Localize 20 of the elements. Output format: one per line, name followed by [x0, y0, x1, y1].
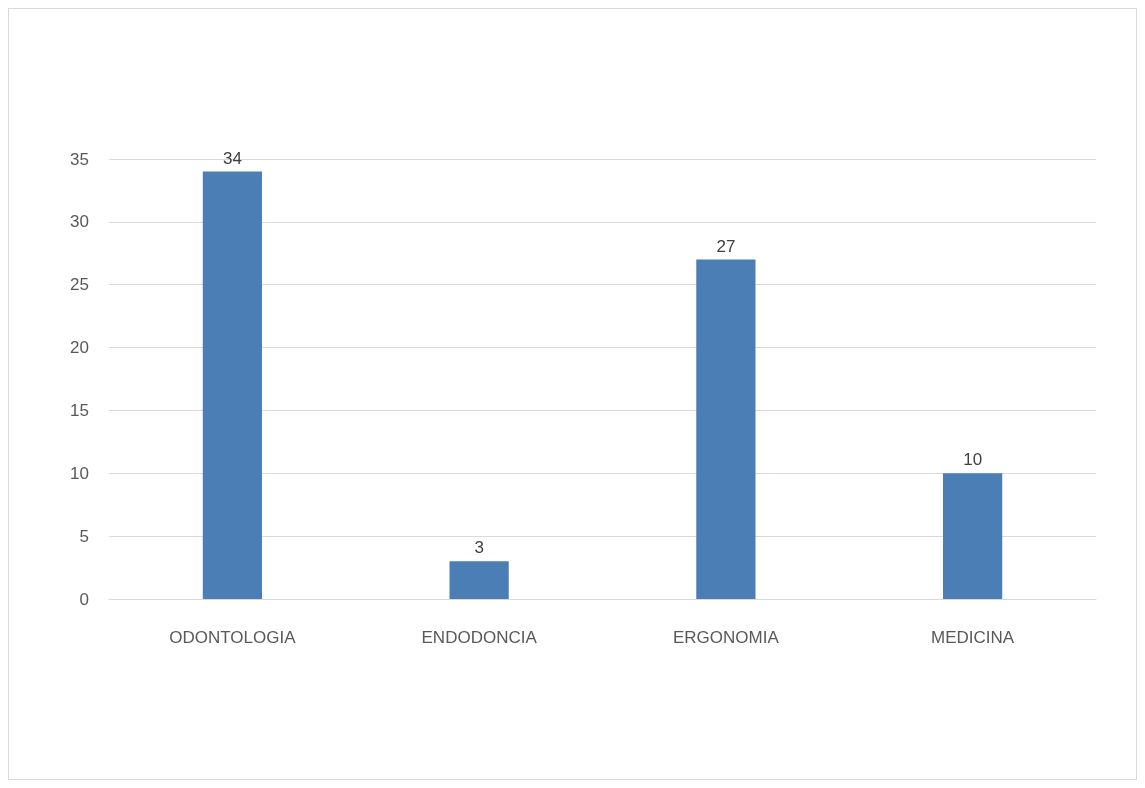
- y-tick-label: 30: [70, 212, 89, 232]
- x-tick-label: ENDODONCIA: [421, 628, 538, 647]
- y-tick-label: 20: [70, 338, 89, 358]
- data-label: 34: [222, 148, 242, 168]
- bar: [202, 171, 262, 599]
- y-tick-label: 25: [70, 275, 89, 295]
- y-tick-label: 15: [70, 400, 89, 420]
- x-tick-label: MEDICINA: [931, 628, 1015, 647]
- data-label: 3: [474, 538, 484, 558]
- y-tick-label: 0: [79, 589, 89, 609]
- bar: [943, 473, 1003, 599]
- bar: [449, 561, 509, 599]
- y-tick-label: 10: [70, 463, 89, 483]
- x-tick-label: ERGONOMIA: [672, 628, 780, 647]
- data-label: 27: [716, 236, 736, 256]
- data-label: 10: [963, 450, 983, 470]
- x-tick-label: ODONTOLOGIA: [169, 628, 297, 647]
- y-tick-label: 5: [79, 526, 89, 546]
- bar: [696, 259, 756, 599]
- y-tick-label: 35: [70, 149, 89, 169]
